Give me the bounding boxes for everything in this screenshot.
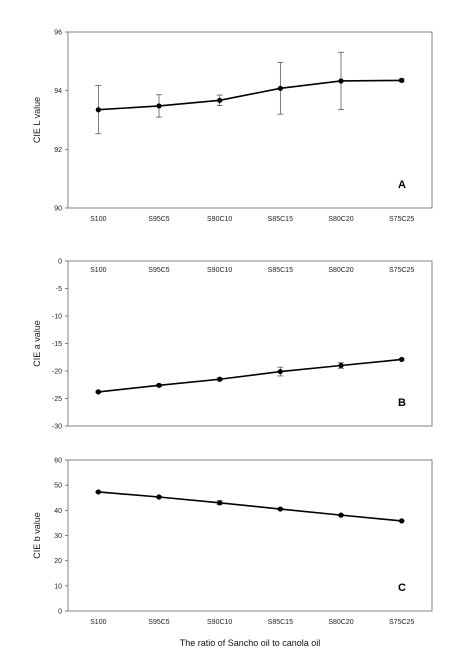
data-point — [95, 107, 101, 113]
data-point — [217, 376, 223, 382]
x-tick-label: S75C25 — [389, 216, 414, 223]
data-point — [156, 103, 162, 109]
y-tick-label: 94 — [54, 88, 62, 95]
data-point — [217, 500, 223, 506]
y-tick-label: 60 — [54, 458, 62, 465]
panel-b: -30 -25 -20 -15 -10 -5 0 S100 S95C5 S90C10 S85C15 S… — [32, 259, 433, 431]
y-tick-label: -20 — [52, 369, 62, 376]
series-line — [98, 79, 402, 111]
x-tick-label: S90C10 — [207, 216, 232, 223]
y-tick-label: -5 — [56, 286, 62, 293]
x-tick-label: S100 — [90, 267, 106, 274]
x-tick-label: S90C10 — [207, 267, 232, 274]
y-tick-label: 40 — [54, 508, 62, 515]
plot-frame — [67, 459, 433, 612]
y-axis-title: CIE L value — [32, 97, 42, 143]
y-tick-label: 0 — [58, 259, 62, 266]
data-point — [95, 389, 101, 395]
data-point — [399, 77, 405, 83]
y-tick-label: 10 — [54, 583, 62, 590]
y-tick-label: -25 — [52, 396, 62, 403]
y-axis-title: CIE a value — [32, 320, 42, 367]
x-tick-label: S90C10 — [207, 619, 232, 626]
x-tick-label: S85C15 — [268, 267, 293, 274]
y-axis-title: CIE b value — [32, 512, 42, 559]
data-point — [399, 356, 405, 363]
series-line — [98, 358, 402, 393]
x-axis-title: The ratio of Sancho oil to canola oil — [180, 638, 321, 648]
data-point — [277, 368, 283, 375]
y-tick-label: 92 — [54, 147, 62, 154]
data-point — [338, 78, 344, 84]
data-point — [338, 512, 344, 518]
data-point — [95, 489, 101, 495]
x-tick-label: S80C20 — [328, 216, 353, 223]
x-tick-label: S75C25 — [389, 267, 414, 274]
y-tick-label: 30 — [54, 533, 62, 540]
y-tick-label: 0 — [58, 609, 62, 616]
y-tick-label: -10 — [52, 314, 62, 321]
y-tick-label: 50 — [54, 483, 62, 490]
x-tick-label: S75C25 — [389, 619, 414, 626]
y-tick-label: 90 — [54, 206, 62, 213]
panel-label: B — [398, 397, 406, 409]
data-point — [277, 85, 283, 91]
panel-label: A — [398, 179, 406, 191]
x-tick-label: S85C15 — [268, 619, 293, 626]
x-tick-label: S100 — [90, 216, 106, 223]
x-tick-label: S80C20 — [328, 619, 353, 626]
x-tick-label: S95C5 — [148, 619, 170, 626]
panel-label: C — [398, 582, 406, 594]
data-point — [399, 518, 405, 524]
x-tick-label: S80C20 — [328, 267, 353, 274]
y-tick-label: 96 — [54, 30, 62, 37]
x-tick-label: S100 — [90, 619, 106, 626]
x-tick-label: S85C15 — [268, 216, 293, 223]
panel-a: 90 92 94 96 S100 S95C5 S90C10 S85C15 S80C20 S75C2… — [32, 30, 433, 223]
data-point — [338, 362, 344, 369]
x-tick-label: S95C5 — [148, 216, 170, 223]
plot-frame — [67, 260, 433, 427]
data-point — [277, 506, 283, 512]
y-tick-label: 20 — [54, 558, 62, 565]
data-point — [156, 382, 162, 388]
data-point — [217, 97, 223, 103]
y-tick-label: -15 — [52, 341, 62, 348]
plot-frame — [67, 31, 433, 209]
data-point — [156, 494, 162, 500]
panel-c: 0 10 20 30 40 50 60 S100 S95C5 S90C10 S85C15 S80C20… — [32, 458, 433, 626]
series-line — [98, 491, 402, 522]
y-tick-label: -30 — [52, 424, 62, 431]
x-tick-label: S95C5 — [148, 267, 170, 274]
